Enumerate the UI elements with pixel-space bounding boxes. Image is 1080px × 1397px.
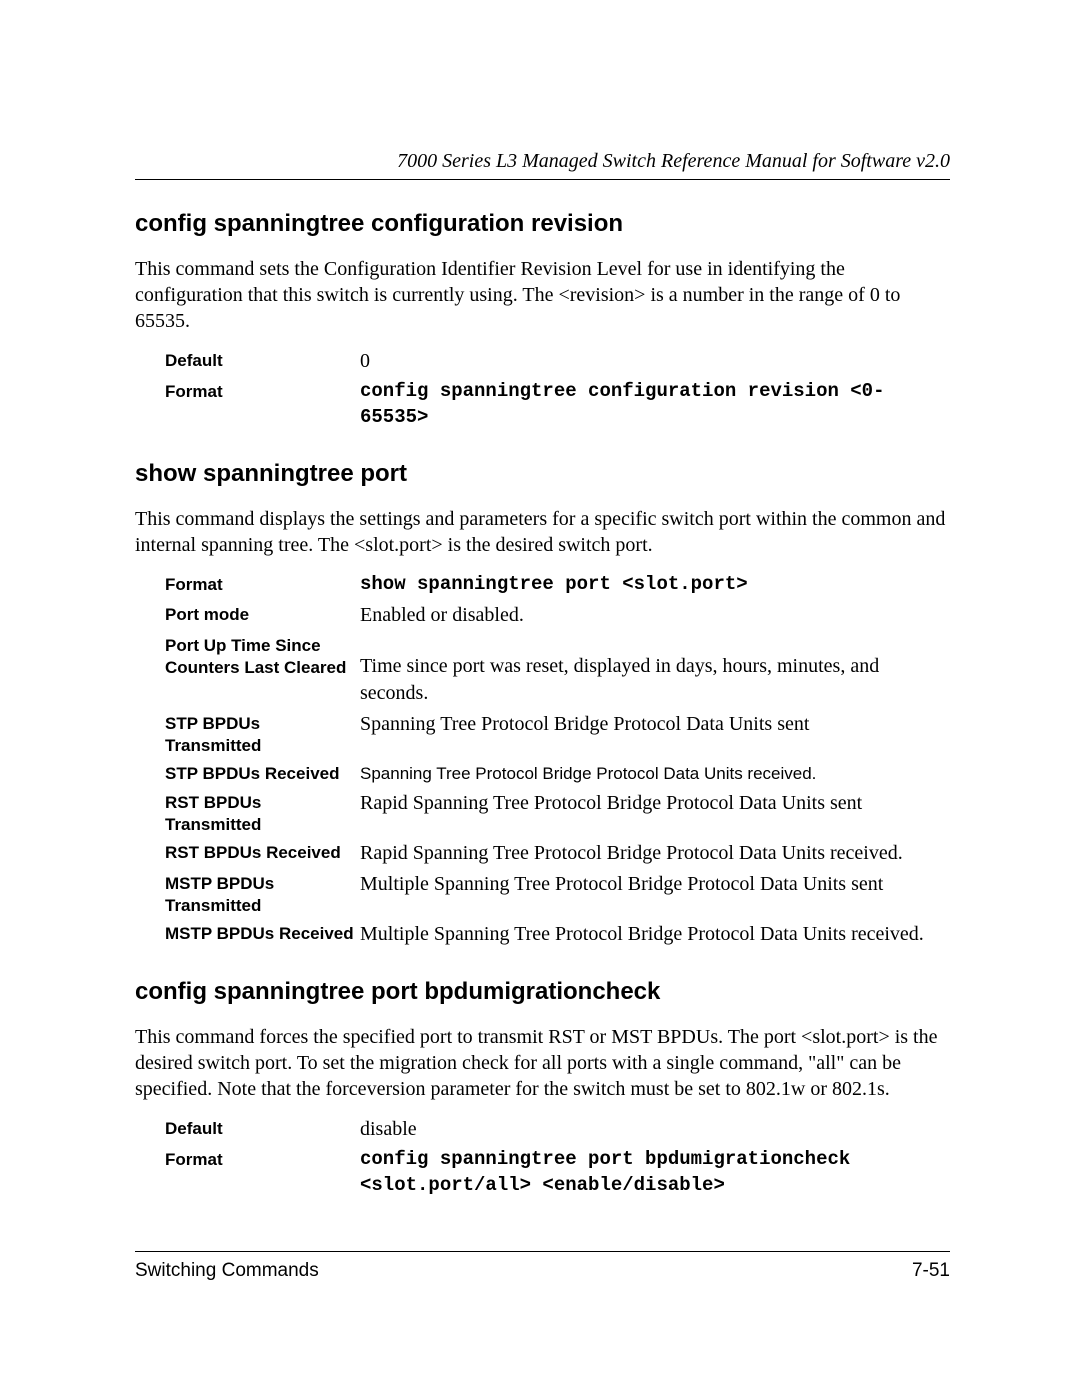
param-table: Format show spanningtree port <slot.port… — [165, 572, 950, 948]
section-title-bpdumigrationcheck: config spanningtree port bpdumigrationch… — [135, 978, 950, 1006]
param-label: RST BPDUs Transmitted — [165, 790, 360, 836]
param-row-stp-tx: STP BPDUs Transmitted Spanning Tree Prot… — [165, 711, 950, 757]
param-label: Format — [165, 1147, 360, 1171]
param-row-rst-tx: RST BPDUs Transmitted Rapid Spanning Tre… — [165, 790, 950, 836]
section-body: This command forces the specified port t… — [135, 1024, 950, 1102]
param-row-format: Format config spanningtree port bpdumigr… — [165, 1147, 950, 1198]
param-value: Multiple Spanning Tree Protocol Bridge P… — [360, 921, 950, 948]
param-label: Default — [165, 1116, 360, 1140]
param-label: Port Up Time Since Counters Last Cleared — [165, 633, 360, 679]
header-rule — [135, 179, 950, 180]
param-value-code: show spanningtree port <slot.port> — [360, 572, 950, 598]
section-title-show-port: show spanningtree port — [135, 460, 950, 488]
param-row-mstp-rx: MSTP BPDUs Received Multiple Spanning Tr… — [165, 921, 950, 948]
param-label: MSTP BPDUs Transmitted — [165, 871, 360, 917]
section-body: This command sets the Configuration Iden… — [135, 256, 950, 334]
param-label: Default — [165, 348, 360, 372]
footer-rule — [135, 1251, 950, 1252]
param-label: Format — [165, 379, 360, 403]
param-row-stp-rx: STP BPDUs Received Spanning Tree Protoco… — [165, 761, 950, 786]
param-label: Port mode — [165, 602, 360, 626]
param-value: Time since port was reset, displayed in … — [360, 633, 950, 707]
param-value: Spanning Tree Protocol Bridge Protocol D… — [360, 711, 950, 738]
param-row-portmode: Port mode Enabled or disabled. — [165, 602, 950, 629]
param-label: MSTP BPDUs Received — [165, 921, 360, 945]
footer-section-name: Switching Commands — [135, 1260, 319, 1282]
footer-page-number: 7-51 — [912, 1260, 950, 1282]
param-row-default: Default 0 — [165, 348, 950, 375]
page: 7000 Series L3 Managed Switch Reference … — [0, 0, 1080, 1397]
param-table: Default 0 Format config spanningtree con… — [165, 348, 950, 430]
section-body: This command displays the settings and p… — [135, 506, 950, 558]
page-footer: Switching Commands 7-51 — [135, 1251, 950, 1282]
param-value: Enabled or disabled. — [360, 602, 950, 629]
running-head: 7000 Series L3 Managed Switch Reference … — [135, 150, 950, 173]
param-row-default: Default disable — [165, 1116, 950, 1143]
param-value: disable — [360, 1116, 950, 1143]
param-label: RST BPDUs Received — [165, 840, 360, 864]
param-label: STP BPDUs Transmitted — [165, 711, 360, 757]
param-row-uptime: Port Up Time Since Counters Last Cleared… — [165, 633, 950, 707]
param-value-code: config spanningtree configuration revisi… — [360, 379, 950, 430]
param-row-format: Format config spanningtree configuration… — [165, 379, 950, 430]
param-label: STP BPDUs Received — [165, 761, 360, 785]
param-value-code: config spanningtree port bpdumigrationch… — [360, 1147, 950, 1198]
param-value: Multiple Spanning Tree Protocol Bridge P… — [360, 871, 950, 898]
param-value: 0 — [360, 348, 950, 375]
param-row-rst-rx: RST BPDUs Received Rapid Spanning Tree P… — [165, 840, 950, 867]
param-value: Spanning Tree Protocol Bridge Protocol D… — [360, 761, 950, 786]
param-value: Rapid Spanning Tree Protocol Bridge Prot… — [360, 840, 950, 867]
param-table: Default disable Format config spanningtr… — [165, 1116, 950, 1198]
param-row-mstp-tx: MSTP BPDUs Transmitted Multiple Spanning… — [165, 871, 950, 917]
param-value: Rapid Spanning Tree Protocol Bridge Prot… — [360, 790, 950, 817]
param-label: Format — [165, 572, 360, 596]
section-title-config-revision: config spanningtree configuration revisi… — [135, 210, 950, 238]
param-row-format: Format show spanningtree port <slot.port… — [165, 572, 950, 598]
